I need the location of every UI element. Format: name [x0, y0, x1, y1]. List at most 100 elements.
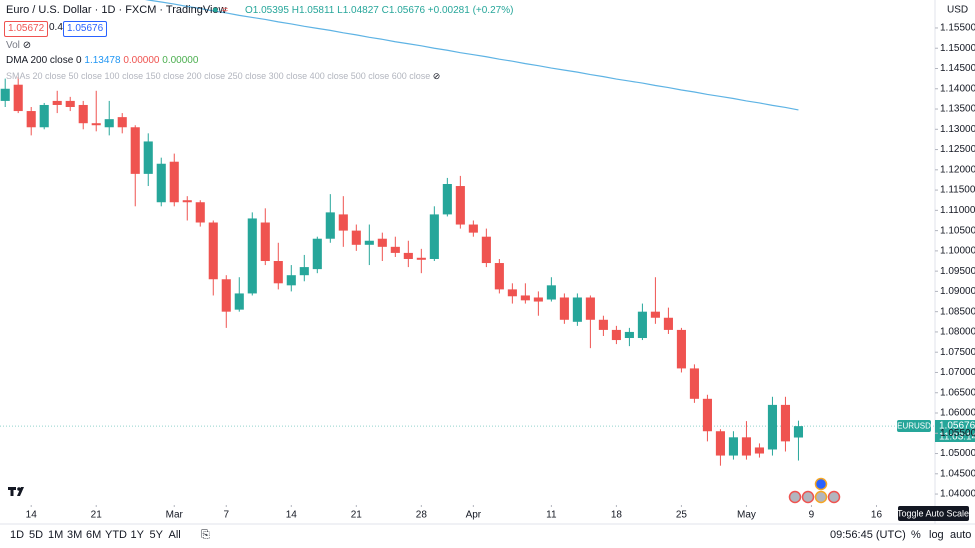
y-tick-label: 1.05500	[940, 428, 975, 439]
candle-body	[767, 404, 777, 450]
date-range-icon[interactable]: ⎘	[201, 529, 210, 541]
candle-body	[507, 289, 517, 297]
candle-body	[182, 200, 192, 203]
candle-body	[169, 161, 179, 203]
x-tick-label: 14	[286, 510, 298, 521]
plot-area	[0, 0, 935, 466]
candle-body	[455, 186, 465, 225]
candle-body	[611, 329, 621, 341]
candle-body	[26, 111, 36, 128]
candle-body	[546, 285, 556, 300]
smas: SMAs 20 close 50 close 100 close 150 clo…	[6, 71, 431, 81]
event-icons	[788, 477, 841, 504]
candle-body	[676, 329, 686, 369]
x-tick-label: Apr	[466, 510, 482, 521]
ask[interactable]: 1.05676	[63, 21, 108, 37]
y-tick-label: 1.07000	[940, 367, 975, 378]
range-button[interactable]: YTD	[105, 529, 127, 541]
y-tick-label: 1.13500	[940, 104, 975, 115]
candle-body	[533, 297, 543, 302]
x-tick-label: 21	[351, 510, 363, 521]
symbol-tag: EURUSD	[897, 422, 931, 431]
y-tick-label: 1.15000	[940, 43, 975, 54]
y-tick-label: 1.10000	[940, 246, 975, 257]
tooltip-bg	[898, 506, 969, 521]
candle-body	[416, 257, 426, 260]
candle-body	[663, 317, 673, 330]
dma-value: 1.13478	[84, 55, 121, 66]
candle-body	[195, 202, 205, 223]
range-button[interactable]: 5Y	[149, 529, 163, 541]
candle-body	[494, 263, 504, 290]
candle-body	[624, 331, 634, 339]
x-tick-label: 7	[223, 510, 229, 521]
log-toggle[interactable]: log	[929, 529, 944, 541]
candle-body	[429, 214, 439, 259]
candle-body	[0, 88, 10, 101]
y-tick-label: 1.08000	[940, 327, 975, 338]
logo	[8, 487, 24, 496]
candle-body	[559, 297, 569, 320]
percent-toggle[interactable]: %	[911, 529, 921, 541]
candle-body	[143, 141, 153, 174]
candle-body	[234, 293, 244, 310]
vol-label: Vol ⊘	[6, 40, 32, 51]
range-button[interactable]: All	[168, 529, 181, 541]
ohlc: O1.05395 H1.05811 L1.04827 C1.05676 +0.0…	[245, 5, 513, 16]
candle-body	[585, 297, 595, 320]
currency[interactable]: USD	[947, 5, 968, 16]
symbol-tag-bg	[897, 420, 931, 432]
candle-body	[650, 311, 660, 318]
candle-body	[273, 261, 283, 284]
candle-body	[468, 224, 478, 233]
dma-name: DMA 200 close 0	[6, 55, 82, 66]
y-tick-label: 1.14000	[940, 83, 975, 94]
y-tick-label: 1.08500	[940, 306, 975, 317]
bid[interactable]: 1.05672	[4, 21, 49, 37]
y-tick-label: 1.11000	[940, 205, 975, 216]
status-icons: ● ≈	[212, 4, 228, 16]
dma-line	[144, 0, 799, 111]
range-button[interactable]: 6M	[86, 529, 102, 541]
candle-body	[130, 127, 140, 174]
x-tick-label: 21	[91, 510, 103, 521]
auto-toggle[interactable]: auto	[950, 529, 972, 541]
dma-v3: 0.00000	[162, 55, 199, 66]
last-price: 1.05676	[939, 421, 975, 432]
range-button[interactable]: 1M	[48, 529, 64, 541]
range-button[interactable]: 3M	[67, 529, 83, 541]
candle-body	[325, 212, 335, 239]
candle-body	[598, 319, 608, 330]
x-tick-label: 25	[676, 510, 688, 521]
candle-body	[754, 447, 764, 454]
candle-body	[728, 437, 738, 456]
low: L1.04827	[337, 5, 379, 16]
candle-body	[793, 426, 804, 438]
spread: 0.4	[49, 22, 63, 33]
candle-body	[260, 222, 270, 262]
candle-body	[221, 279, 231, 312]
candle-body	[338, 214, 348, 231]
range-button[interactable]: 1D	[10, 529, 25, 541]
x-tick-label: Mar	[166, 510, 184, 521]
candle-body	[13, 84, 23, 112]
candle-body	[299, 267, 309, 276]
x-tick-label: 9	[809, 510, 815, 521]
dma-v2: 0.00000	[123, 55, 160, 66]
candle-body	[741, 437, 751, 456]
candle-body	[572, 297, 582, 322]
candle-body	[65, 100, 75, 107]
smas-legend: SMAs 20 close 50 close 100 close 150 clo…	[6, 71, 441, 81]
range-button[interactable]: 5D	[29, 529, 44, 541]
symbol-title[interactable]: Euro / U.S. Dollar · 1D · FXCM · Trading…	[6, 4, 227, 16]
candle-body	[715, 431, 725, 456]
x-tick-label: 14	[26, 510, 38, 521]
x-tick-label: 16	[871, 510, 883, 521]
candle-body	[104, 119, 114, 128]
range-button[interactable]: 1Y	[130, 529, 144, 541]
y-tick-label: 1.11500	[940, 185, 975, 196]
candle-body	[117, 117, 127, 128]
y-tick-label: 1.07500	[940, 347, 975, 358]
